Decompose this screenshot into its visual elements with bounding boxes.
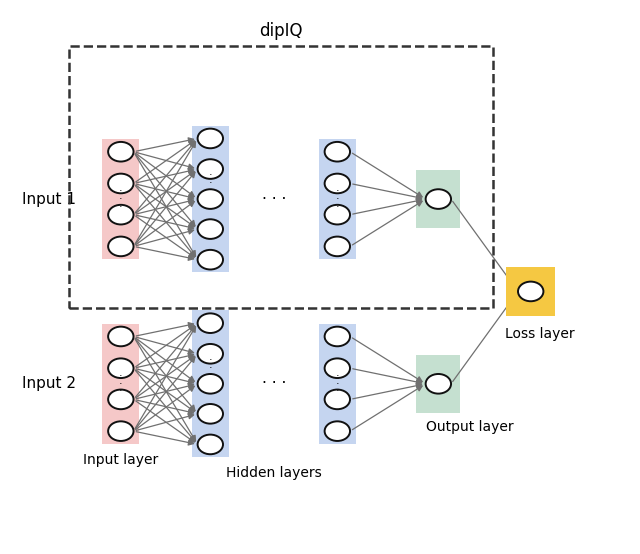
Ellipse shape: [108, 205, 134, 224]
Bar: [102, 324, 140, 444]
Ellipse shape: [198, 404, 223, 424]
Ellipse shape: [108, 389, 134, 409]
Ellipse shape: [426, 374, 451, 393]
Bar: [417, 170, 460, 228]
Ellipse shape: [198, 344, 223, 363]
Ellipse shape: [108, 142, 134, 162]
Bar: [192, 310, 228, 457]
Ellipse shape: [324, 142, 350, 162]
Ellipse shape: [108, 237, 134, 256]
Ellipse shape: [324, 173, 350, 193]
Ellipse shape: [198, 219, 223, 239]
Bar: [192, 126, 228, 273]
Ellipse shape: [108, 327, 134, 346]
Text: ·
·
·: · · ·: [209, 355, 212, 380]
Text: ·
·
·: · · ·: [119, 371, 123, 397]
Ellipse shape: [324, 327, 350, 346]
Text: · · ·: · · ·: [262, 192, 286, 207]
Text: Loss layer: Loss layer: [504, 327, 574, 341]
Ellipse shape: [108, 173, 134, 193]
Text: ·
·
·: · · ·: [335, 187, 339, 212]
Text: ·
·
·: · · ·: [119, 187, 123, 212]
Ellipse shape: [198, 189, 223, 209]
Ellipse shape: [198, 250, 223, 269]
Bar: [319, 324, 356, 444]
Bar: [69, 46, 493, 307]
Ellipse shape: [198, 159, 223, 179]
Text: Input layer: Input layer: [83, 453, 159, 467]
Text: dipIQ: dipIQ: [259, 22, 303, 40]
Text: ·
·
·: · · ·: [335, 371, 339, 397]
Ellipse shape: [324, 237, 350, 256]
Ellipse shape: [518, 281, 543, 301]
Ellipse shape: [108, 422, 134, 441]
Text: · · ·: · · ·: [262, 376, 286, 391]
Ellipse shape: [324, 205, 350, 224]
Ellipse shape: [324, 358, 350, 378]
Ellipse shape: [108, 358, 134, 378]
Ellipse shape: [198, 129, 223, 148]
Ellipse shape: [324, 422, 350, 441]
Text: ·
·
·: · · ·: [209, 170, 212, 196]
Bar: [506, 267, 555, 316]
Text: Output layer: Output layer: [426, 419, 514, 434]
Bar: [102, 139, 140, 259]
Text: Input 1: Input 1: [22, 192, 76, 207]
Ellipse shape: [198, 434, 223, 454]
Bar: [319, 139, 356, 259]
Text: Input 2: Input 2: [22, 376, 76, 391]
Ellipse shape: [426, 189, 451, 209]
Bar: [417, 355, 460, 413]
Ellipse shape: [198, 314, 223, 333]
Ellipse shape: [324, 389, 350, 409]
Ellipse shape: [198, 374, 223, 393]
Text: Hidden layers: Hidden layers: [226, 466, 322, 480]
